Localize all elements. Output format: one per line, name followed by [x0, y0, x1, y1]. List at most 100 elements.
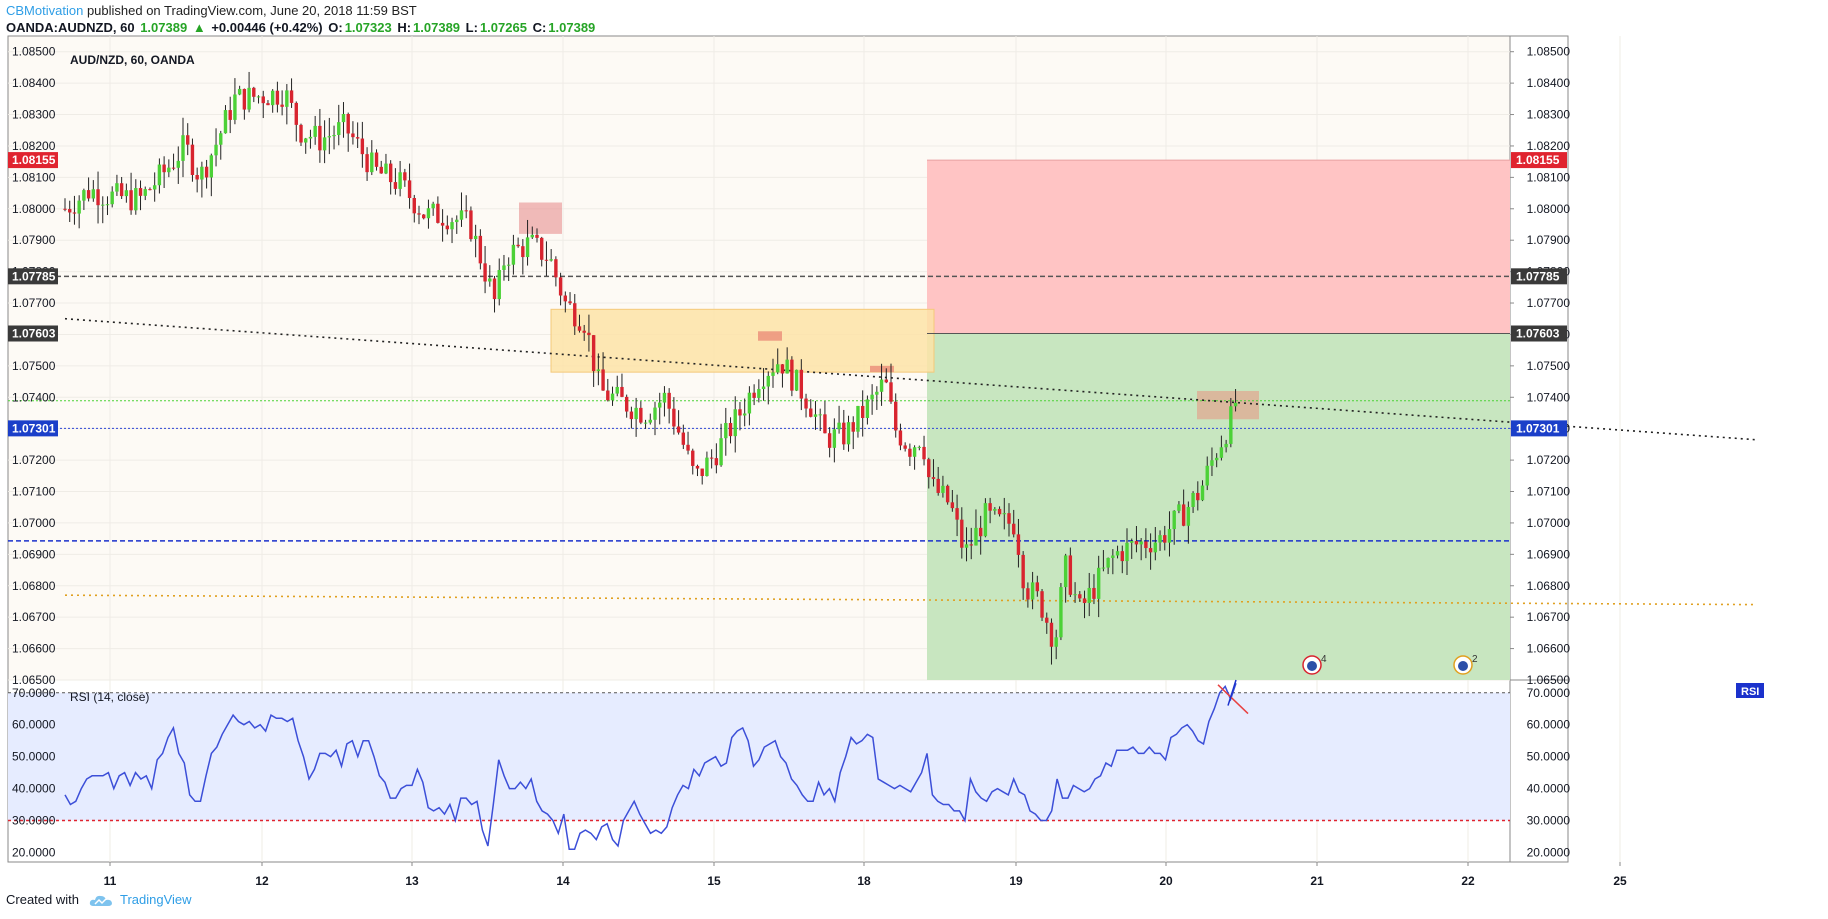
candle-body[interactable] — [1101, 567, 1106, 569]
candle-body[interactable] — [700, 468, 704, 477]
candle-body[interactable] — [1030, 582, 1035, 600]
candle-body[interactable] — [941, 485, 945, 493]
candle-body[interactable] — [176, 160, 180, 168]
candle-body[interactable] — [473, 235, 478, 240]
candle-body[interactable] — [72, 212, 77, 214]
candle-body[interactable] — [478, 235, 483, 264]
candle-body[interactable] — [691, 450, 695, 466]
candle-body[interactable] — [497, 269, 501, 300]
candle-body[interactable] — [653, 407, 657, 420]
candle-body[interactable] — [610, 393, 615, 401]
candle-body[interactable] — [393, 182, 398, 189]
candle-body[interactable] — [167, 167, 171, 173]
candle-body[interactable] — [455, 219, 459, 223]
candle-body[interactable] — [1096, 567, 1101, 599]
candle-body[interactable] — [511, 244, 516, 265]
candle-body[interactable] — [195, 174, 199, 180]
candle-body[interactable] — [1134, 541, 1139, 545]
candle-body[interactable] — [672, 408, 676, 427]
candle-body[interactable] — [705, 457, 709, 477]
candle-body[interactable] — [440, 222, 445, 226]
candle-body[interactable] — [1054, 637, 1058, 647]
candle-body[interactable] — [77, 200, 81, 214]
candle-body[interactable] — [181, 135, 185, 161]
candle-body[interactable] — [530, 234, 534, 238]
candle-body[interactable] — [304, 138, 308, 143]
candle-body[interactable] — [558, 277, 563, 296]
candle-body[interactable] — [91, 189, 96, 199]
candle-body[interactable] — [219, 133, 223, 145]
candle-body[interactable] — [983, 503, 988, 537]
candle-body[interactable] — [346, 114, 350, 134]
candle-body[interactable] — [280, 104, 284, 107]
candle-body[interactable] — [1177, 504, 1181, 511]
candle-body[interactable] — [969, 544, 973, 546]
candle-body[interactable] — [313, 125, 317, 137]
candle-body[interactable] — [908, 448, 912, 457]
candle-body[interactable] — [1106, 557, 1110, 568]
candle-body[interactable] — [138, 188, 143, 196]
candle-body[interactable] — [105, 204, 110, 206]
candle-body[interactable] — [162, 164, 166, 173]
candle-body[interactable] — [945, 485, 950, 503]
candle-body[interactable] — [790, 359, 794, 391]
candle-body[interactable] — [422, 214, 426, 219]
candle-body[interactable] — [624, 396, 629, 412]
candle-body[interactable] — [200, 166, 204, 180]
candle-body[interactable] — [667, 392, 671, 409]
candle-body[interactable] — [733, 409, 737, 437]
candle-body[interactable] — [997, 508, 1002, 515]
candle-body[interactable] — [1120, 551, 1124, 562]
candle-body[interactable] — [719, 438, 723, 466]
annotation-line[interactable] — [1217, 684, 1249, 715]
candle-body[interactable] — [214, 144, 218, 156]
candle-body[interactable] — [974, 527, 978, 546]
candle-body[interactable] — [884, 379, 888, 383]
candle-body[interactable] — [1210, 460, 1214, 466]
candle-body[interactable] — [488, 278, 492, 282]
candle-body[interactable] — [1214, 457, 1219, 461]
annotation-line[interactable] — [1227, 679, 1237, 706]
candle-body[interactable] — [1092, 587, 1096, 599]
candle-body[interactable] — [927, 459, 931, 478]
candle-body[interactable] — [742, 413, 747, 416]
candle-body[interactable] — [1148, 548, 1153, 553]
candle-body[interactable] — [842, 422, 846, 445]
candle-body[interactable] — [294, 102, 298, 125]
candle-body[interactable] — [846, 422, 851, 445]
candle-body[interactable] — [596, 369, 601, 372]
candle-body[interactable] — [1068, 555, 1073, 595]
candle-body[interactable] — [1125, 542, 1129, 562]
candle-body[interactable] — [1219, 447, 1224, 458]
candle-body[interactable] — [412, 198, 416, 214]
stop-loss-zone[interactable] — [927, 160, 1510, 334]
candle-body[interactable] — [629, 411, 634, 420]
candle-body[interactable] — [549, 259, 553, 261]
candle-body[interactable] — [931, 477, 936, 479]
candle-body[interactable] — [63, 208, 67, 210]
candle-body[interactable] — [856, 405, 860, 432]
candle-body[interactable] — [662, 392, 667, 403]
candle-body[interactable] — [1059, 587, 1063, 638]
candle-body[interactable] — [780, 364, 785, 374]
supply-zone[interactable] — [550, 308, 935, 373]
candle-body[interactable] — [308, 136, 313, 139]
candle-body[interactable] — [1191, 492, 1195, 507]
candle-body[interactable] — [544, 259, 549, 261]
candle-body[interactable] — [242, 88, 247, 110]
candle-body[interactable] — [337, 122, 341, 135]
candle-body[interactable] — [823, 414, 827, 434]
candle-body[interactable] — [978, 527, 983, 537]
candle-body[interactable] — [960, 519, 964, 548]
candle-body[interactable] — [799, 369, 804, 399]
candle-body[interactable] — [837, 422, 841, 430]
candle-body[interactable] — [936, 478, 940, 493]
candle-body[interactable] — [289, 90, 294, 103]
candle-body[interactable] — [247, 87, 251, 110]
candle-body[interactable] — [445, 225, 450, 230]
candle-body[interactable] — [1181, 504, 1186, 526]
symbol-name[interactable]: OANDA:AUDNZD, 60 — [6, 20, 135, 35]
candle-body[interactable] — [870, 394, 874, 400]
candle-body[interactable] — [384, 163, 388, 174]
candle-body[interactable] — [398, 172, 402, 189]
